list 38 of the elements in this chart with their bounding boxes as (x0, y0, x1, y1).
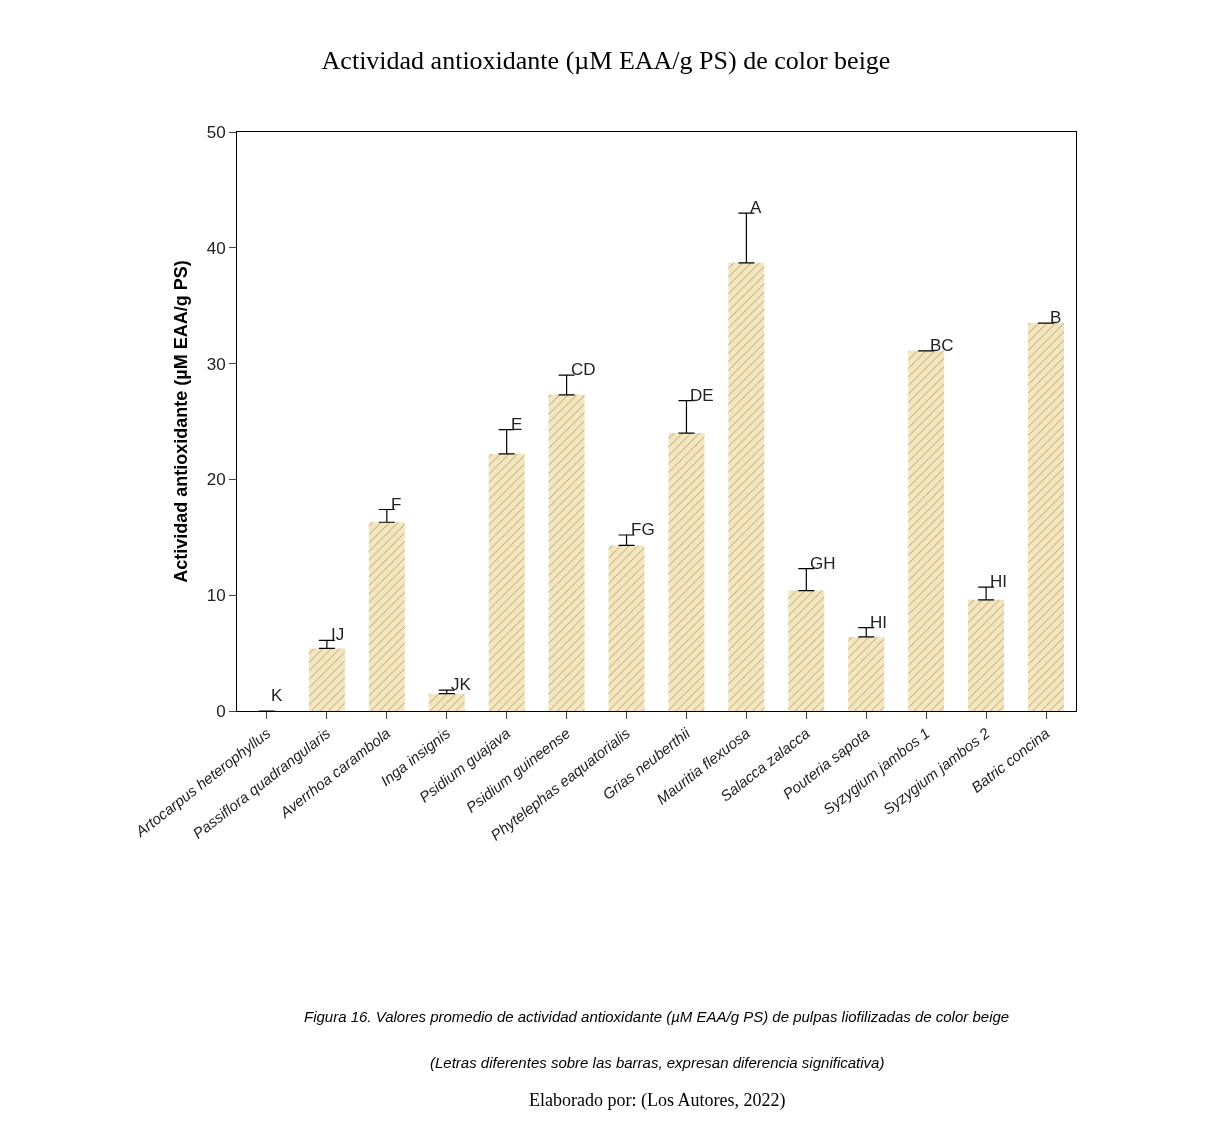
text: (Letras diferentes sobre las barras, expresan diferencia significativa) (430, 1054, 885, 1071)
bar (608, 545, 645, 711)
y-axis-title: Actividad antioxidante (µM EAA/g PS) (170, 260, 191, 583)
bar (548, 394, 585, 711)
annotation: K (271, 686, 283, 705)
bar (848, 636, 885, 711)
bar (488, 453, 525, 711)
bar (968, 599, 1005, 711)
annotation: F (391, 495, 402, 514)
annotation: HI (870, 613, 887, 632)
annotation: IJ (331, 625, 345, 644)
bar (1028, 323, 1065, 711)
bar (728, 262, 765, 711)
annotation: BC (930, 336, 954, 355)
annotation: HI (990, 572, 1007, 591)
annotation: GH (810, 554, 836, 573)
bar (368, 522, 405, 711)
bar (428, 693, 465, 711)
annotation: DE (690, 386, 714, 405)
y-tick-label: 40 (206, 238, 226, 258)
y-tick-label: 30 (206, 354, 226, 374)
text: Elaborado por: (Los Autores, 2022) (529, 1090, 786, 1111)
annotation: A (750, 198, 762, 217)
y-tick-label: 10 (206, 586, 226, 606)
bar (668, 433, 705, 711)
y-tick-label: 50 (206, 122, 226, 142)
chart-title: Actividad antioxidante (µM EAA/g PS) de color beige (321, 46, 891, 76)
annotation: JK (451, 675, 472, 694)
text: Figura 16. Valores promedio de actividad antioxidante (µM EAA/g PS) de pulpas liofilizadas de color beige (304, 1008, 1010, 1025)
bar (908, 350, 945, 711)
bar (308, 648, 345, 711)
annotation: CD (571, 360, 596, 379)
annotation: FG (631, 520, 655, 539)
annotation: B (1050, 308, 1062, 327)
y-tick-label: 20 (206, 470, 226, 490)
bar (788, 590, 825, 711)
annotation: E (511, 415, 523, 434)
y-tick-label: 0 (216, 701, 226, 721)
